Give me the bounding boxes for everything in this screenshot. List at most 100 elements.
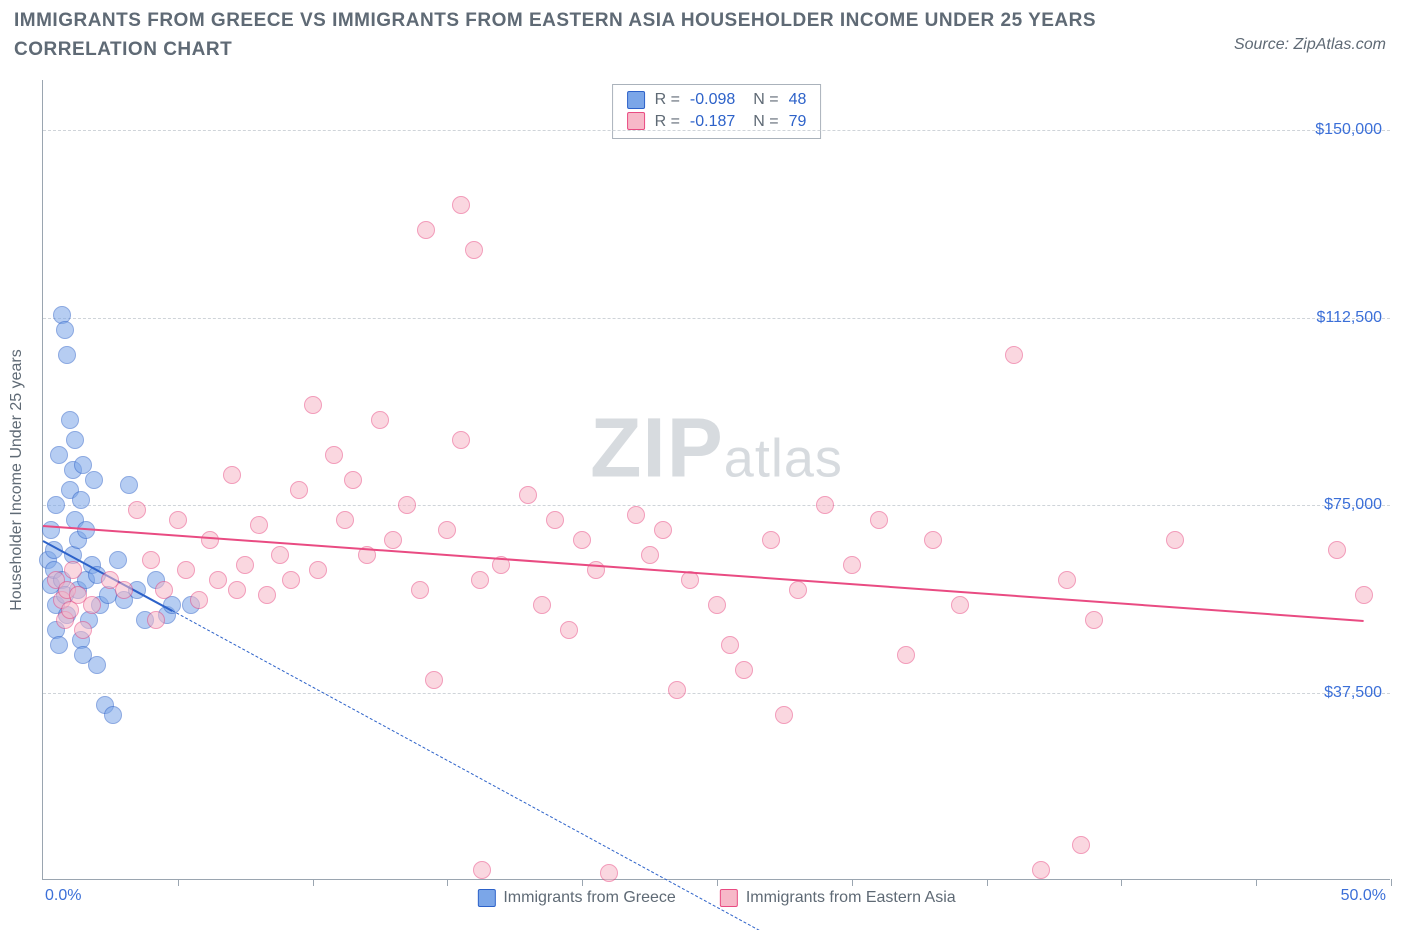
data-point [1005,346,1023,364]
data-point [417,221,435,239]
stats-row-easia: R = -0.187 N = 79 [627,111,807,133]
y-tick-label: $112,500 [1316,309,1382,327]
data-point [142,551,160,569]
gridline [43,318,1390,319]
scatter-plot: ZIPatlas Householder Income Under 25 yea… [42,80,1390,880]
data-point [201,531,219,549]
data-point [83,596,101,614]
data-point [735,661,753,679]
data-point [951,596,969,614]
legend-label: Immigrants from Greece [503,889,675,907]
x-tick-min: 0.0% [45,887,81,905]
data-point [115,581,133,599]
data-point [271,546,289,564]
legend-item: Immigrants from Greece [477,889,675,907]
data-point [1032,861,1050,879]
page-root: IMMIGRANTS FROM GREECE VS IMMIGRANTS FRO… [0,0,1406,930]
data-point [789,581,807,599]
x-tick [852,879,853,886]
r-value: -0.187 [690,111,735,133]
chart-title: IMMIGRANTS FROM GREECE VS IMMIGRANTS FRO… [14,6,1134,65]
data-point [546,511,564,529]
data-point [282,571,300,589]
data-point [533,596,551,614]
data-point [721,636,739,654]
data-point [147,611,165,629]
data-point [465,241,483,259]
swatch-icon [720,889,738,907]
data-point [50,446,68,464]
data-point [58,346,76,364]
data-point [452,431,470,449]
data-point [1085,611,1103,629]
data-point [250,516,268,534]
x-tick [313,879,314,886]
data-point [304,396,322,414]
data-point [775,706,793,724]
data-point [47,496,65,514]
stats-row-greece: R = -0.098 N = 48 [627,89,807,111]
x-tick [1121,879,1122,886]
data-point [223,466,241,484]
data-point [50,636,68,654]
data-point [708,596,726,614]
data-point [870,511,888,529]
data-point [384,531,402,549]
data-point [668,681,686,699]
gridline [43,130,1390,131]
data-point [104,706,122,724]
data-point [56,321,74,339]
data-point [843,556,861,574]
data-point [309,561,327,579]
x-tick [717,879,718,886]
y-tick-label: $75,000 [1324,496,1382,514]
r-value: -0.098 [690,89,735,111]
x-tick [1256,879,1257,886]
watermark: ZIPatlas [590,399,843,496]
data-point [600,864,618,882]
data-point [88,656,106,674]
data-point [64,561,82,579]
data-point [236,556,254,574]
data-point [344,471,362,489]
data-point [258,586,276,604]
data-point [177,561,195,579]
data-point [209,571,227,589]
data-point [74,621,92,639]
source-label: Source: ZipAtlas.com [1234,36,1386,54]
trend-line [172,610,852,930]
swatch-icon [477,889,495,907]
swatch-icon [627,112,645,130]
data-point [228,581,246,599]
data-point [128,501,146,519]
gridline [43,505,1390,506]
data-point [452,196,470,214]
data-point [411,581,429,599]
y-axis-label: Householder Income Under 25 years [8,349,26,610]
gridline [43,693,1390,694]
x-tick [447,879,448,886]
bottom-legend: Immigrants from Greece Immigrants from E… [477,889,955,907]
x-tick-max: 50.0% [1341,887,1386,905]
legend-item: Immigrants from Eastern Asia [720,889,956,907]
data-point [471,571,489,589]
data-point [371,411,389,429]
data-point [816,496,834,514]
y-tick-label: $37,500 [1324,684,1382,702]
data-point [1166,531,1184,549]
n-value: 79 [789,111,807,133]
data-point [120,476,138,494]
data-point [336,511,354,529]
data-point [190,591,208,609]
data-point [897,646,915,664]
data-point [1072,836,1090,854]
data-point [627,506,645,524]
data-point [42,521,60,539]
data-point [1058,571,1076,589]
data-point [560,621,578,639]
data-point [61,411,79,429]
data-point [290,481,308,499]
data-point [398,496,416,514]
data-point [573,531,591,549]
y-tick-label: $150,000 [1315,121,1382,139]
